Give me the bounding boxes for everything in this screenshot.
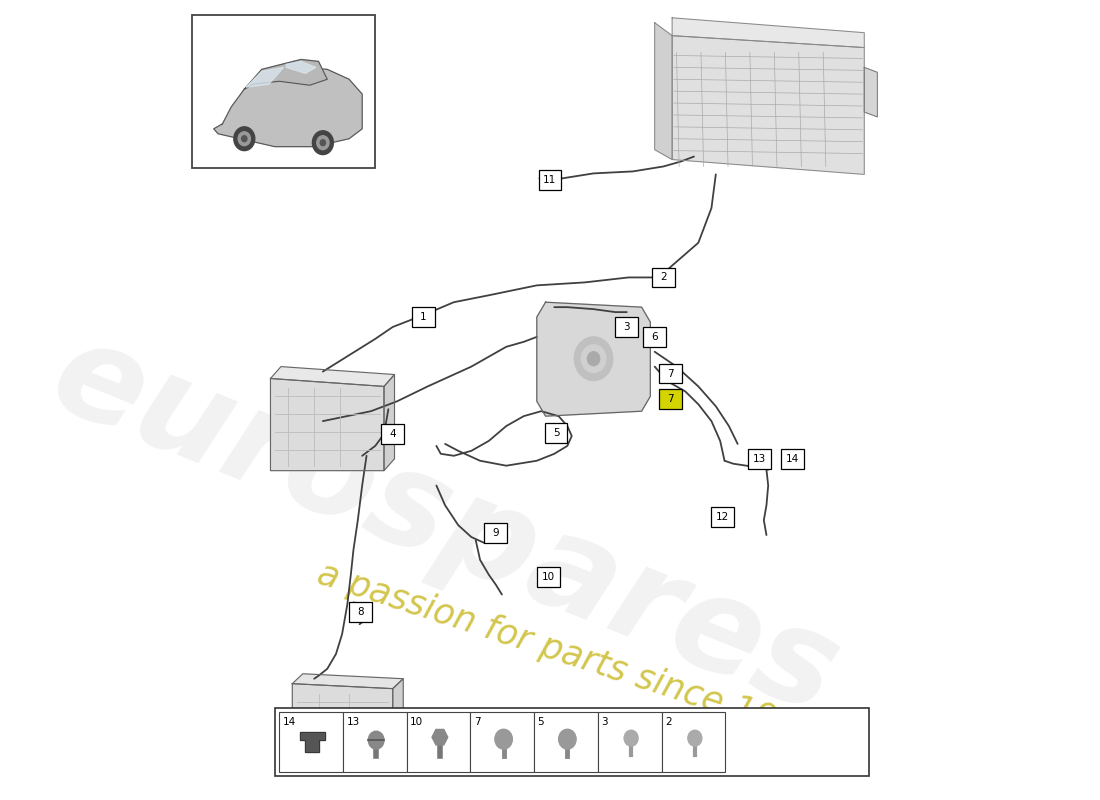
Bar [652, 267, 674, 287]
Polygon shape [672, 18, 865, 47]
Bar [615, 317, 638, 337]
Text: 9: 9 [493, 528, 499, 538]
Circle shape [688, 730, 702, 746]
Circle shape [574, 337, 613, 381]
Bar [659, 364, 682, 383]
Bar [598, 713, 662, 772]
Polygon shape [213, 67, 362, 146]
Circle shape [495, 730, 513, 749]
Bar [535, 713, 598, 772]
Text: 5: 5 [538, 718, 544, 727]
Bar [659, 390, 682, 410]
Bar [407, 713, 471, 772]
Text: 3: 3 [602, 718, 608, 727]
Polygon shape [865, 67, 878, 117]
Circle shape [368, 731, 384, 749]
Bar [343, 713, 407, 772]
Bar [537, 566, 560, 586]
Bar [471, 713, 535, 772]
Bar [279, 713, 343, 772]
Bar [781, 449, 804, 469]
Circle shape [317, 136, 329, 150]
Text: a passion for parts since 1985: a passion for parts since 1985 [312, 557, 822, 751]
Text: 4: 4 [389, 429, 396, 439]
Bar [544, 423, 568, 443]
Circle shape [320, 140, 326, 146]
Text: 7: 7 [667, 394, 673, 404]
Polygon shape [672, 36, 865, 174]
Text: 2: 2 [660, 273, 667, 282]
Polygon shape [393, 678, 404, 748]
Text: 10: 10 [541, 572, 554, 582]
Polygon shape [271, 378, 384, 470]
Text: 7: 7 [474, 718, 481, 727]
Circle shape [581, 345, 606, 373]
Text: 7: 7 [667, 369, 673, 378]
Polygon shape [432, 730, 448, 745]
Text: 3: 3 [624, 322, 630, 332]
Bar [349, 602, 372, 622]
Text: 8: 8 [358, 607, 364, 618]
Polygon shape [654, 22, 672, 159]
Text: eurospares: eurospares [34, 310, 856, 740]
Bar [662, 713, 725, 772]
Bar [411, 307, 434, 327]
Text: 12: 12 [716, 512, 729, 522]
Polygon shape [293, 674, 404, 689]
Polygon shape [300, 732, 324, 752]
Circle shape [624, 730, 638, 746]
Circle shape [312, 130, 333, 154]
Bar [644, 327, 666, 346]
Circle shape [242, 136, 246, 142]
Text: 13: 13 [752, 454, 766, 464]
Bar [748, 449, 771, 469]
Bar [382, 424, 404, 444]
Polygon shape [537, 302, 650, 416]
Circle shape [587, 352, 600, 366]
Circle shape [239, 132, 251, 146]
Text: 6: 6 [651, 332, 658, 342]
Text: 14: 14 [786, 454, 800, 464]
Polygon shape [246, 67, 284, 87]
Text: 5: 5 [552, 428, 559, 438]
Bar [191, 15, 375, 169]
Polygon shape [293, 684, 393, 748]
Text: 14: 14 [283, 718, 296, 727]
Circle shape [234, 127, 255, 150]
Text: 1: 1 [420, 312, 427, 322]
Bar [712, 507, 734, 527]
Polygon shape [286, 62, 316, 74]
Circle shape [559, 730, 576, 749]
Bar [539, 170, 561, 190]
Text: 11: 11 [543, 175, 557, 186]
Polygon shape [244, 59, 328, 89]
Polygon shape [384, 374, 395, 470]
Bar [275, 709, 869, 776]
Bar [484, 523, 507, 543]
Text: 2: 2 [666, 718, 672, 727]
Polygon shape [271, 366, 395, 386]
Text: 10: 10 [410, 718, 424, 727]
Text: 13: 13 [346, 718, 360, 727]
